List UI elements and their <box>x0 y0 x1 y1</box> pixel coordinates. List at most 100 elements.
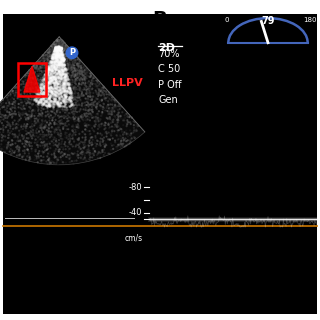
Point <box>28 78 34 83</box>
Point <box>55 90 60 95</box>
Point <box>30 66 35 71</box>
Point <box>10 95 15 100</box>
Point <box>32 97 37 102</box>
Point <box>92 124 97 129</box>
Point <box>94 141 100 147</box>
Point <box>96 116 101 121</box>
Point <box>63 83 68 88</box>
Point <box>118 113 123 118</box>
Point <box>55 48 60 53</box>
Point <box>72 84 77 89</box>
Point <box>84 103 89 108</box>
Point <box>54 37 60 43</box>
Point <box>47 78 52 84</box>
Point <box>49 80 54 85</box>
Point <box>31 95 36 100</box>
Point <box>53 92 58 97</box>
Point <box>66 75 71 80</box>
Point <box>123 115 128 120</box>
Point <box>62 70 68 75</box>
Point <box>40 74 45 79</box>
Point <box>72 151 77 156</box>
Point <box>93 118 98 124</box>
Point <box>79 147 84 152</box>
Point <box>23 100 28 106</box>
Point <box>47 103 52 108</box>
Point <box>43 79 48 84</box>
Point <box>68 60 74 65</box>
Point <box>63 62 68 67</box>
Point <box>73 90 78 95</box>
Point <box>61 48 66 53</box>
Point <box>102 110 108 115</box>
Point <box>58 55 63 60</box>
Point <box>57 81 62 86</box>
Point <box>71 68 76 74</box>
Point <box>37 68 42 73</box>
Point <box>54 159 60 164</box>
Point <box>22 133 27 139</box>
Point <box>38 113 44 118</box>
Point <box>30 122 35 127</box>
Point <box>75 95 80 100</box>
Point <box>56 102 61 107</box>
Point <box>59 48 64 53</box>
Point <box>36 105 41 110</box>
Point <box>59 43 64 48</box>
Point <box>53 76 58 82</box>
Point <box>33 99 38 104</box>
Point <box>57 63 62 68</box>
Point <box>58 61 63 67</box>
Point <box>58 42 63 47</box>
Point <box>78 70 84 75</box>
Point <box>28 98 34 103</box>
Point <box>46 77 52 82</box>
Point <box>62 55 67 60</box>
Point <box>53 47 58 52</box>
Point <box>8 89 13 94</box>
Point <box>57 85 62 90</box>
Point <box>12 112 17 117</box>
Point <box>55 48 60 53</box>
Point <box>83 66 88 71</box>
Point <box>56 38 61 43</box>
Point <box>59 46 64 52</box>
Point <box>86 150 91 155</box>
Point <box>58 89 63 94</box>
Point <box>68 85 73 91</box>
Point <box>1 117 6 122</box>
Point <box>117 127 122 132</box>
Point <box>119 129 124 134</box>
Point <box>108 106 114 111</box>
Point <box>68 98 73 103</box>
Point <box>55 56 60 61</box>
Point <box>65 52 70 58</box>
Point <box>36 93 41 98</box>
Point <box>58 92 63 97</box>
Point <box>42 102 47 107</box>
Point <box>79 150 84 155</box>
Point <box>77 68 82 73</box>
Point <box>59 94 64 99</box>
Point <box>102 96 107 101</box>
Point <box>20 107 25 112</box>
Point <box>33 87 38 92</box>
Point <box>17 84 22 89</box>
Point <box>52 57 57 62</box>
Point <box>49 88 54 93</box>
Point <box>119 127 124 132</box>
Point <box>11 90 16 95</box>
Point <box>51 76 56 82</box>
Point <box>71 53 76 58</box>
Point <box>65 45 70 51</box>
Point <box>38 63 43 68</box>
Point <box>56 71 61 76</box>
Point <box>45 50 50 55</box>
Point <box>115 111 120 116</box>
Point <box>59 39 64 44</box>
Point <box>54 44 60 49</box>
Point <box>46 152 51 157</box>
Point <box>45 61 50 66</box>
Point <box>34 92 39 97</box>
Point <box>27 130 32 135</box>
